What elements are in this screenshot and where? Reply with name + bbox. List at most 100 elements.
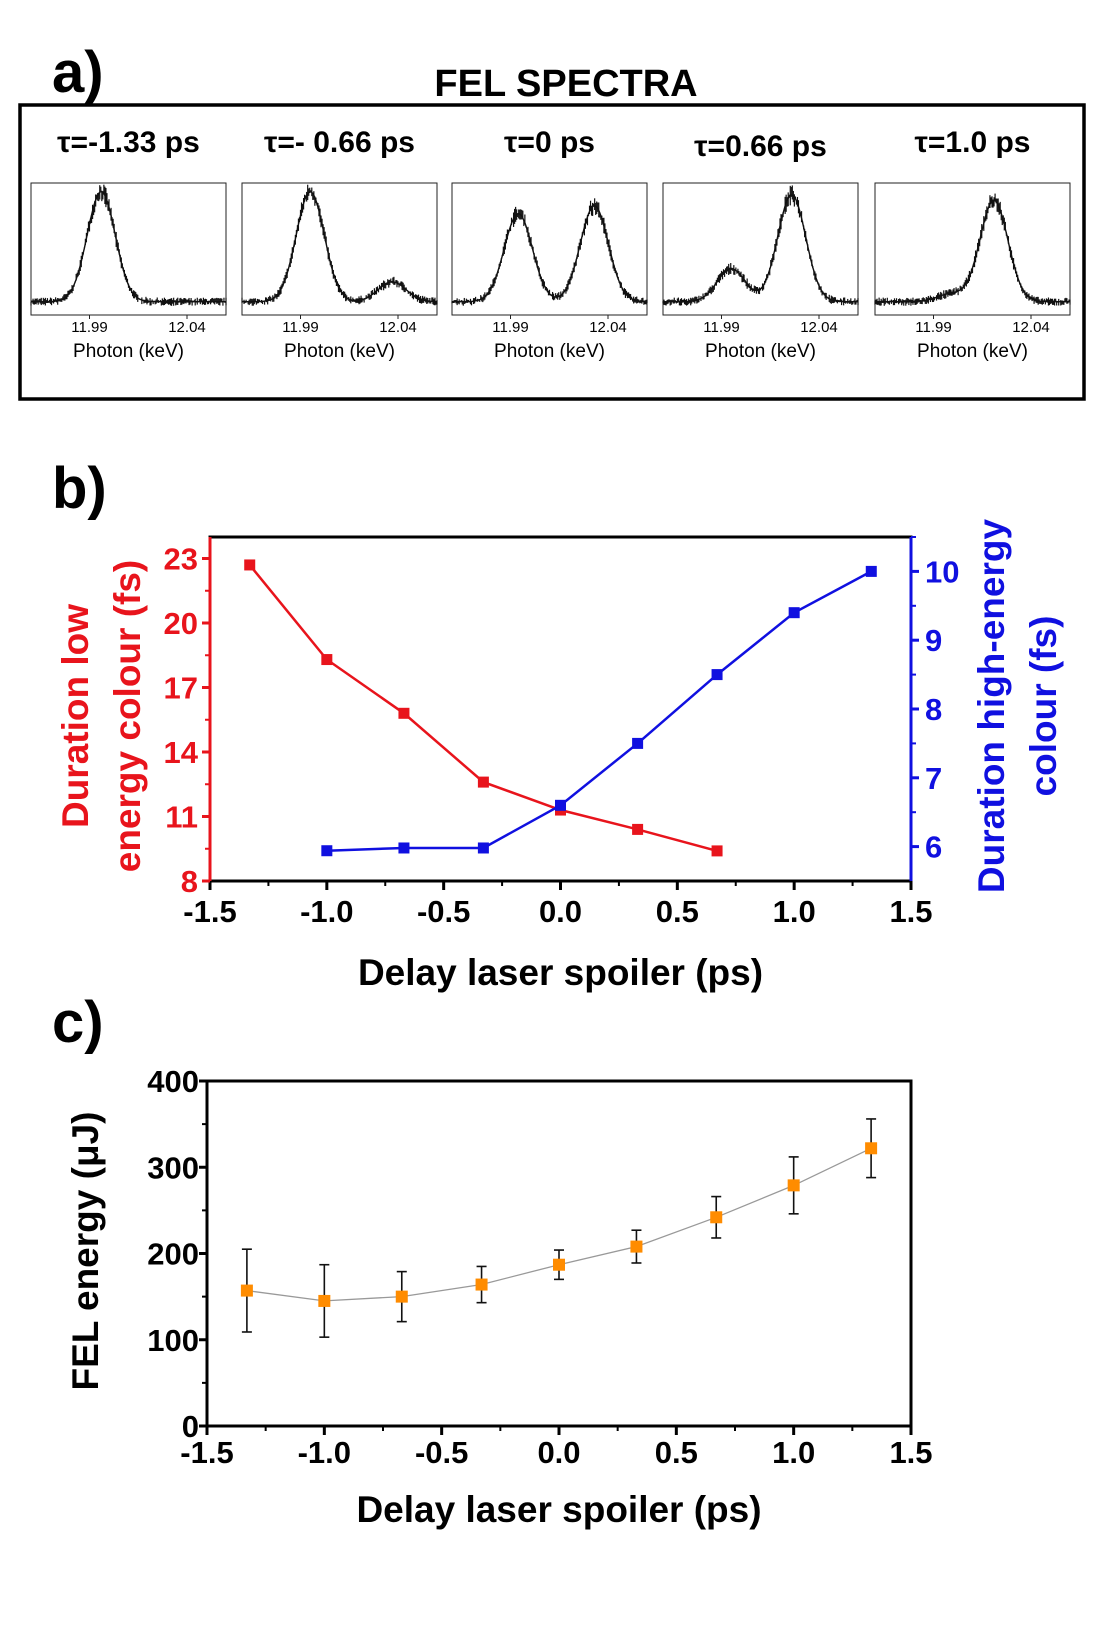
spectrum-delay-label: τ=0.66 ps (694, 130, 827, 163)
data-point-right (555, 799, 566, 811)
spectrum-x-tick-label: 11.99 (915, 319, 951, 336)
data-point (318, 1294, 331, 1307)
data-point (710, 1211, 723, 1224)
data-point-left (711, 845, 723, 857)
x-axis-label: Delay laser spoiler (ps) (358, 952, 763, 993)
panel-label-c: c) (52, 990, 104, 1055)
data-point (865, 1142, 878, 1155)
spectrum-trace (30, 184, 227, 306)
right-y-tick-label: 9 (925, 623, 942, 658)
data-point-right (321, 845, 333, 857)
x-tick-label: 1.0 (772, 1435, 815, 1470)
left-y-tick-label: 14 (164, 735, 199, 770)
right-y-axis-label: colour (fs) (1023, 616, 1064, 797)
left-y-tick-label: 20 (164, 606, 198, 641)
data-point-left (244, 559, 256, 571)
series-line-right (326, 570, 872, 852)
spectrum-frame (30, 182, 227, 316)
x-tick-label: -1.0 (300, 894, 353, 929)
spectrum-line (663, 194, 858, 303)
spectrum-delay-label: τ=- 0.66 ps (264, 126, 415, 159)
x-tick-label: 0.5 (655, 1435, 698, 1470)
spectrum-x-tick-label: 12.04 (589, 319, 627, 336)
spectrum-x-tick-label: 12.04 (168, 319, 206, 336)
spectrum-x-axis-label: Photon (keV) (284, 341, 395, 362)
data-point-left (632, 823, 644, 835)
spectrum-frame (662, 182, 859, 316)
spectrum-trace (451, 198, 648, 306)
spectrum-frame (241, 182, 438, 316)
left-y-axis-label: energy colour (fs) (107, 560, 148, 873)
data-point (553, 1258, 565, 1271)
left-y-tick-label: 11 (165, 800, 198, 835)
spectrum-x-axis-label: Photon (keV) (494, 341, 605, 362)
series-line-left (248, 564, 718, 853)
right-y-axis-label: Duration high-energy (971, 519, 1012, 894)
data-point (787, 1179, 800, 1192)
spectrum-trace (241, 184, 438, 306)
data-point (475, 1278, 488, 1291)
plot-frame-b (208, 535, 913, 883)
x-tick-label: -0.5 (415, 1435, 468, 1470)
spectrum-x-tick-label: 11.99 (71, 319, 107, 336)
x-axis-label: Delay laser spoiler (ps) (356, 1489, 761, 1530)
right-y-tick-label: 10 (925, 554, 959, 589)
spectrum-frame (874, 182, 1071, 316)
spectrum-delay-label: τ=1.0 ps (915, 126, 1031, 159)
spectrum-line (242, 191, 438, 303)
right-y-tick-label: 6 (925, 830, 942, 865)
spectra-box (18, 103, 1086, 401)
y-tick-label: 0 (182, 1409, 199, 1444)
data-point-left (321, 654, 333, 666)
spectrum-x-tick-label: 11.99 (282, 319, 318, 336)
spectrum-x-tick-label: 11.99 (492, 319, 528, 336)
right-y-tick-label: 7 (925, 761, 942, 796)
spectrum-x-tick-label: 12.04 (1012, 319, 1050, 336)
spectrum-x-tick-label: 12.04 (800, 319, 838, 336)
x-tick-label: -1.5 (183, 894, 236, 929)
data-point-right (788, 607, 800, 619)
right-y-tick-label: 8 (925, 692, 942, 727)
data-point-right (477, 842, 489, 854)
x-tick-label: 1.5 (889, 1435, 932, 1470)
panel-label-b: b) (52, 456, 107, 521)
data-point-right (711, 669, 723, 681)
data-point (240, 1284, 253, 1297)
left-y-tick-label: 8 (181, 864, 198, 899)
data-point (395, 1290, 408, 1303)
panel-label-a: a) (52, 40, 104, 105)
left-y-tick-label: 23 (164, 542, 198, 577)
data-point-right (865, 565, 877, 577)
y-tick-label: 400 (147, 1064, 199, 1099)
spectrum-delay-label: τ=0 ps (504, 126, 595, 159)
y-axis-label: FEL energy (μJ) (65, 1112, 106, 1391)
x-tick-label: 1.0 (773, 894, 816, 929)
x-tick-label: -1.5 (180, 1435, 233, 1470)
x-tick-label: -0.5 (417, 894, 470, 929)
y-tick-label: 200 (147, 1237, 199, 1272)
x-tick-label: 0.0 (537, 1435, 580, 1470)
x-tick-label: 0.0 (539, 894, 582, 929)
spectrum-line (31, 190, 226, 303)
spectrum-x-tick-label: 12.04 (379, 319, 417, 336)
spectrum-x-axis-label: Photon (keV) (917, 341, 1028, 362)
data-point-right (398, 842, 410, 854)
spectrum-delay-label: τ=-1.33 ps (57, 126, 200, 159)
data-point (630, 1240, 643, 1253)
spectrum-trace (662, 185, 859, 306)
spectra-title: FEL SPECTRA (434, 63, 697, 105)
spectrum-x-axis-label: Photon (keV) (705, 341, 816, 362)
spectrum-line (875, 199, 1070, 303)
spectrum-x-axis-label: Photon (keV) (73, 341, 184, 362)
x-tick-label: -1.0 (298, 1435, 351, 1470)
left-y-axis-label: Duration low (55, 604, 96, 828)
y-tick-label: 100 (147, 1323, 199, 1358)
data-point-left (477, 776, 489, 788)
x-tick-label: 1.5 (889, 894, 932, 929)
data-point-left (398, 707, 410, 719)
spectrum-line (452, 205, 647, 303)
x-tick-label: 0.5 (656, 894, 699, 929)
spectrum-x-tick-label: 11.99 (703, 319, 739, 336)
spectrum-trace (874, 193, 1071, 306)
